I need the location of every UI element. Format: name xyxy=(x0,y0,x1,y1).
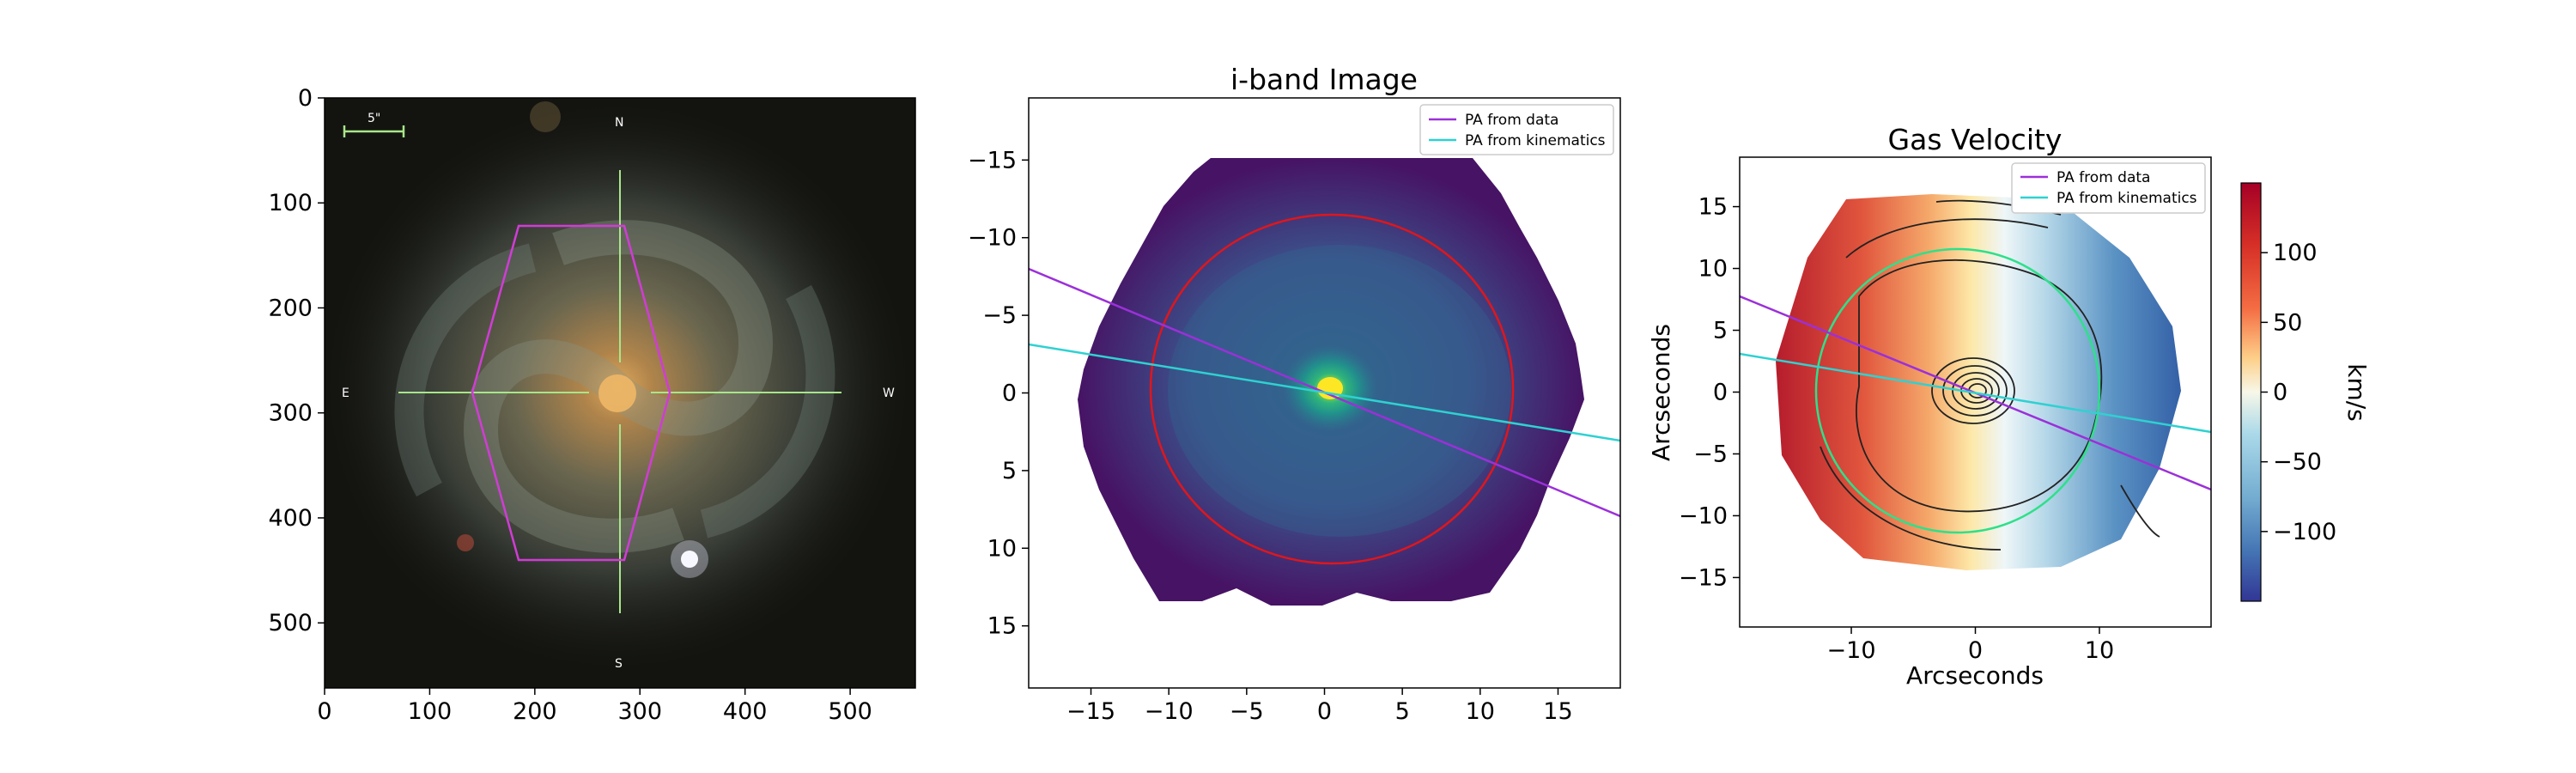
y-tick-label: −10 xyxy=(1679,502,1728,529)
panel-velocity: Gas Velocity PA from data PA from kinema… xyxy=(1647,123,2371,690)
x-tick-label: 0 xyxy=(1968,637,1983,664)
x-tick-label: −10 xyxy=(1145,698,1194,725)
scale-bar-label: 5" xyxy=(368,112,380,125)
velocity-legend: PA from data PA from kinematics xyxy=(2011,162,2206,214)
iband-ticks: −15 −10 −5 0 5 10 15 −15 −10 −5 0 5 10 15 xyxy=(968,147,1573,725)
y-tick-label: 200 xyxy=(268,295,313,321)
colorbar-gradient xyxy=(2240,182,2262,602)
y-tick-label: 300 xyxy=(268,400,313,427)
legend-label-pa-data: PA from data xyxy=(2057,169,2150,186)
y-tick-label: 10 xyxy=(1698,256,1728,283)
iband-legend: PA from data PA from kinematics xyxy=(1419,104,1614,155)
y-tick-label: 5 xyxy=(1002,458,1017,484)
y-tick-label: 0 xyxy=(1713,380,1728,406)
north-label: N xyxy=(615,116,623,130)
image-ticks: 0 100 200 300 400 500 0 100 200 300 400 500 xyxy=(268,85,872,725)
x-tick-label: 10 xyxy=(1466,698,1495,725)
y-tick-label: 15 xyxy=(987,613,1017,640)
x-tick-label: 400 xyxy=(723,698,768,725)
velocity-pa-kinematics-line xyxy=(1740,352,2211,434)
east-label: E xyxy=(342,386,349,400)
x-tick-label: 300 xyxy=(617,698,662,725)
panel-iband: i-band Image PA from data PA from kinema… xyxy=(968,63,1621,725)
colorbar-tick-label: −100 xyxy=(2273,519,2336,545)
legend-label-pa-kinematics: PA from kinematics xyxy=(1465,132,1606,149)
south-label: S xyxy=(615,657,623,671)
y-tick-label: 0 xyxy=(298,85,313,112)
iband-map xyxy=(1078,158,1584,606)
legend-label-pa-kinematics: PA from kinematics xyxy=(2057,190,2197,207)
y-tick-label: 10 xyxy=(987,535,1017,562)
galaxy-render xyxy=(325,101,909,670)
x-tick-label: 200 xyxy=(513,698,557,725)
image-frame xyxy=(324,97,916,689)
west-label: W xyxy=(883,386,895,400)
x-tick-label: 500 xyxy=(828,698,872,725)
colorbar-tick-label: 0 xyxy=(2273,380,2287,406)
x-tick-label: 0 xyxy=(1317,698,1332,725)
colorbar-tick-label: −50 xyxy=(2273,449,2322,476)
y-tick-label: 15 xyxy=(1698,194,1728,221)
y-tick-label: −5 xyxy=(982,302,1017,329)
x-tick-label: 10 xyxy=(2085,637,2114,664)
iband-title: i-band Image xyxy=(1230,63,1418,96)
velocity-title: Gas Velocity xyxy=(1888,123,2063,156)
velocity-map xyxy=(1776,194,2181,570)
legend-label-pa-data: PA from data xyxy=(1465,112,1558,129)
crosshair xyxy=(398,170,841,613)
velocity-ylabel: Arcseconds xyxy=(1647,324,1675,461)
x-tick-label: 100 xyxy=(408,698,453,725)
y-tick-label: −15 xyxy=(1679,564,1728,591)
x-tick-label: 0 xyxy=(317,698,331,725)
colorbar-tick-label: 100 xyxy=(2273,240,2318,266)
foreground-star xyxy=(681,551,698,568)
x-tick-label: 15 xyxy=(1543,698,1572,725)
y-tick-label: −15 xyxy=(968,147,1017,173)
y-tick-label: −5 xyxy=(1693,441,1728,467)
x-tick-label: 5 xyxy=(1395,698,1410,725)
y-tick-label: 400 xyxy=(268,505,313,532)
x-tick-label: −5 xyxy=(1230,698,1264,725)
ifu-hexagon xyxy=(471,224,671,562)
velocity-ticks: −10 0 10 15 10 5 0 −5 −10 −15 xyxy=(1679,194,2114,664)
colorbar-tick-label: 50 xyxy=(2273,309,2302,336)
iband-pa-kinematics-line xyxy=(1029,343,1620,442)
x-tick-label: −15 xyxy=(1066,698,1115,725)
velocity-pa-lines xyxy=(1740,295,2211,491)
y-tick-label: −10 xyxy=(968,225,1017,252)
iband-pa-lines xyxy=(1029,267,1620,518)
colorbar-ticks: 100 50 0 −50 −100 xyxy=(2261,240,2336,545)
x-tick-label: −10 xyxy=(1827,637,1876,664)
scale-bar xyxy=(343,125,405,137)
colorbar-label: km/s xyxy=(2342,363,2371,422)
colorbar: 100 50 0 −50 −100 km/s xyxy=(2240,182,2371,602)
panel-image: 5" N S E W 0 100 200 300 400 500 0 100 200 300 400… xyxy=(268,85,916,725)
velocity-xlabel: Arcseconds xyxy=(1906,661,2044,690)
y-tick-label: 0 xyxy=(1002,380,1017,407)
iband-ellipse xyxy=(1149,213,1515,565)
velocity-circle xyxy=(1814,247,2101,534)
y-tick-label: 100 xyxy=(268,190,313,216)
y-tick-label: 5 xyxy=(1713,318,1728,344)
y-tick-label: 500 xyxy=(268,610,313,636)
